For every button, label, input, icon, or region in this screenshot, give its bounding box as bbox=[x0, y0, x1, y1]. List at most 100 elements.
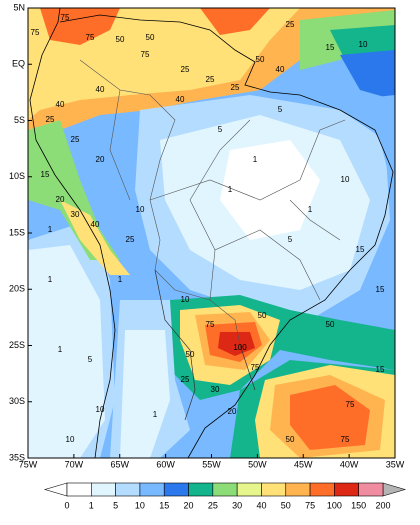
colorbar-label: 200 bbox=[375, 500, 390, 510]
contour-label: 1 bbox=[118, 275, 123, 284]
contour-label: 75 bbox=[346, 400, 355, 409]
lat-label: EQ bbox=[12, 59, 25, 69]
colorbar-box bbox=[188, 482, 214, 497]
colorbar-box bbox=[285, 482, 311, 497]
lon-label: 75W bbox=[19, 459, 38, 469]
colorbar-box bbox=[163, 482, 189, 497]
west-coast bbox=[29, 8, 116, 458]
colorbar-under bbox=[43, 482, 68, 497]
contour-label: 15 bbox=[376, 365, 385, 374]
contour-label: 15 bbox=[376, 285, 385, 294]
contour-label: 10 bbox=[66, 435, 75, 444]
contour-label: 50 bbox=[256, 55, 265, 64]
contour-label: 50 bbox=[326, 320, 335, 329]
colorbar-label: 10 bbox=[135, 500, 145, 510]
lat-label: 15S bbox=[9, 227, 25, 237]
contour-label: 75 bbox=[206, 320, 215, 329]
contour-label: 75 bbox=[341, 435, 350, 444]
contour-label: 25 bbox=[231, 83, 240, 92]
contour-label: 1 bbox=[308, 205, 313, 214]
colorbar-box bbox=[66, 482, 92, 497]
contour-label: 25 bbox=[46, 115, 55, 124]
precip-region bbox=[120, 330, 170, 458]
lat-label: 5N bbox=[13, 2, 25, 12]
colorbar-box bbox=[91, 482, 116, 497]
geography bbox=[29, 8, 394, 458]
colorbar-label: 25 bbox=[208, 500, 218, 510]
precip-region bbox=[200, 8, 270, 35]
contour-label: 75 bbox=[86, 33, 95, 42]
precip-region bbox=[28, 245, 105, 458]
lat-label: 35S bbox=[9, 452, 25, 462]
precip-field bbox=[28, 8, 395, 458]
axis-ticks: 75W 70W 65W 60W 55W 50W 45W 40W 35W 5N EQ 5S 10S 15S 2… bbox=[9, 2, 405, 469]
colorbar-box bbox=[309, 482, 335, 497]
lon-label: 70W bbox=[65, 459, 84, 469]
colorbar: 0 1 5 10 15 20 25 30 40 50 75 100 150 200 bbox=[43, 482, 407, 510]
colorbar-label: 5 bbox=[113, 500, 118, 510]
colorbar-over bbox=[382, 482, 407, 497]
contour-label: 10 bbox=[136, 205, 145, 214]
contour-label: 25 bbox=[71, 135, 80, 144]
colorbar-label: 40 bbox=[256, 500, 266, 510]
lon-label: 60W bbox=[156, 459, 175, 469]
precip-region bbox=[60, 200, 130, 275]
precip-region bbox=[220, 140, 320, 240]
lat-label: 30S bbox=[9, 396, 25, 406]
lon-label: 40W bbox=[340, 459, 359, 469]
contour-label: 50 bbox=[186, 350, 195, 359]
contour-label: 50 bbox=[258, 311, 267, 320]
colorbar-label: 75 bbox=[305, 500, 315, 510]
contour-label: 25 bbox=[286, 20, 295, 29]
lon-label: 35W bbox=[386, 459, 405, 469]
contour-label: 10 bbox=[341, 175, 350, 184]
contour-label: 40 bbox=[176, 95, 185, 104]
colorbar-label: 0 bbox=[64, 500, 69, 510]
contour-label: 1 bbox=[58, 345, 63, 354]
contour-label: 25 bbox=[181, 375, 190, 384]
colorbar-label: 15 bbox=[159, 500, 169, 510]
precip-region bbox=[290, 385, 370, 450]
contour-label: 25 bbox=[126, 235, 135, 244]
contour-label: 40 bbox=[276, 65, 285, 74]
contour-label: 50 bbox=[146, 33, 155, 42]
precip-region bbox=[28, 120, 120, 260]
contour-label: 25 bbox=[206, 75, 215, 84]
colorbar-label: 30 bbox=[232, 500, 242, 510]
precip-region bbox=[218, 332, 255, 356]
contour-label: 50 bbox=[286, 435, 295, 444]
contour-label: 1 bbox=[48, 225, 53, 234]
borders-south bbox=[154, 269, 256, 421]
contour-label: 10 bbox=[181, 295, 190, 304]
contour-label: 5 bbox=[288, 235, 293, 244]
contour-label: 1 bbox=[153, 410, 158, 419]
contour-label: 20 bbox=[56, 195, 65, 204]
east-coast bbox=[59, 14, 394, 458]
colorbar-box bbox=[358, 482, 384, 497]
precip-region bbox=[40, 8, 120, 45]
contour-label: 50 bbox=[116, 35, 125, 44]
contour-label: 75 bbox=[31, 28, 40, 37]
contour-label: 1 bbox=[48, 275, 53, 284]
precip-region bbox=[340, 50, 395, 100]
contour-label: 15 bbox=[41, 170, 50, 179]
contour-label: 5 bbox=[278, 105, 283, 114]
contour-label: 75 bbox=[251, 363, 260, 372]
lat-label: 10S bbox=[9, 171, 25, 181]
colorbar-box bbox=[261, 482, 287, 497]
contour-label: 40 bbox=[96, 85, 105, 94]
lat-label: 5S bbox=[14, 115, 25, 125]
contour-label: 100 bbox=[233, 343, 247, 352]
contour-label: 30 bbox=[71, 210, 80, 219]
lon-label: 50W bbox=[248, 459, 267, 469]
lat-label: 25S bbox=[9, 340, 25, 350]
contour-label: 15 bbox=[326, 43, 335, 52]
colorbar-label: 20 bbox=[184, 500, 194, 510]
contour-label: 10 bbox=[96, 405, 105, 414]
colorbar-box bbox=[212, 482, 238, 497]
contour-label: 20 bbox=[96, 155, 105, 164]
lon-label: 45W bbox=[294, 459, 313, 469]
contour-label: 5 bbox=[218, 125, 223, 134]
